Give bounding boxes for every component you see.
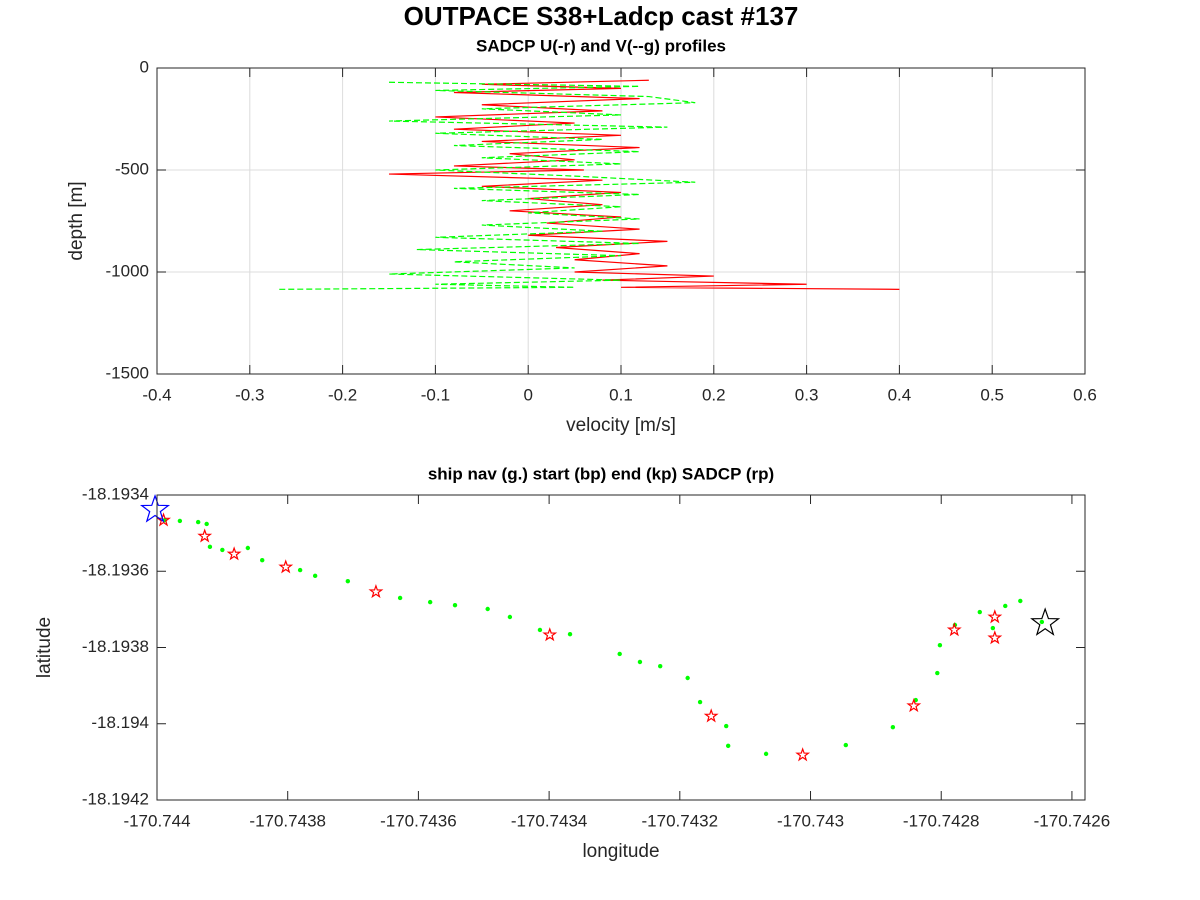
nav-point: [507, 614, 513, 620]
figure-title: OUTPACE S38+Ladcp cast #137: [404, 1, 799, 31]
nav-point: [685, 675, 690, 681]
y-tick-label: -500: [115, 159, 149, 178]
y-tick-label: -18.1934: [82, 484, 149, 503]
x-tick-label: -170.7426: [1034, 811, 1111, 830]
nav-point: [658, 663, 663, 669]
nav-point: [937, 643, 943, 648]
nav-point: [977, 609, 982, 615]
nav-point: [207, 544, 213, 550]
nav-point: [312, 573, 318, 579]
sadcp-point: [226, 546, 242, 561]
nav-point: [245, 545, 251, 551]
x-tick-label: -170.7428: [903, 811, 980, 830]
plot-area: [157, 495, 1085, 800]
nav-point: [935, 670, 940, 676]
plot-data: [277, 79, 900, 290]
x-tick-label: 0.6: [1073, 385, 1097, 404]
nav-point: [567, 631, 573, 637]
x-tick-label: -170.7438: [249, 811, 326, 830]
x-axis-label: longitude: [582, 841, 659, 862]
sadcp-point: [906, 698, 922, 713]
y-tick-label: -18.194: [91, 713, 149, 732]
axes-frame: [156, 494, 1086, 801]
y-tick-label: 0: [140, 57, 149, 76]
nav-point: [763, 751, 769, 757]
y-tick-label: -1500: [106, 363, 149, 382]
nav-point: [724, 723, 729, 729]
sadcp-point: [542, 627, 558, 642]
x-tick-label: -170.743: [777, 811, 844, 830]
nav-point: [1018, 598, 1023, 604]
x-tick-label: 0.4: [888, 385, 912, 404]
nav-point: [397, 595, 403, 601]
x-tick-label: -170.7436: [380, 811, 457, 830]
chart-title: ship nav (g.) start (bp) end (kp) SADCP …: [428, 464, 774, 483]
nav-point: [260, 557, 265, 563]
nav-point: [177, 518, 183, 524]
sadcp-point: [368, 584, 384, 599]
x-tick-label: 0.1: [609, 385, 633, 404]
nav-point: [697, 699, 703, 705]
x-tick-label: -170.7432: [642, 811, 719, 830]
endpoint-star: [1030, 607, 1061, 636]
x-tick-label: -0.4: [142, 385, 171, 404]
sadcp-point: [987, 630, 1003, 645]
nav-point: [990, 625, 996, 631]
nav-point: [204, 521, 209, 527]
nav-point: [617, 651, 622, 657]
nav-point: [195, 519, 201, 525]
y-tick-label: -18.1936: [82, 561, 149, 580]
nav-point: [1039, 619, 1045, 625]
nav-point: [297, 567, 303, 573]
x-tick-label: 0: [523, 385, 532, 404]
x-tick-label: 0.3: [795, 385, 819, 404]
nav-point: [537, 627, 543, 633]
profile-line: [277, 81, 696, 290]
sadcp-point: [987, 609, 1003, 624]
nav-point: [485, 606, 490, 612]
y-axis-label: latitude: [34, 617, 55, 678]
x-axis-label: velocity [m/s]: [566, 415, 676, 436]
nav-point: [725, 743, 731, 749]
x-tick-label: -0.3: [235, 385, 264, 404]
nav-point: [220, 547, 225, 553]
nav-point: [890, 724, 896, 730]
nav-point: [1003, 603, 1008, 609]
x-tick-label: -170.744: [123, 811, 190, 830]
plot-data: [139, 494, 1061, 762]
x-tick-label: 0.5: [980, 385, 1004, 404]
endpoint-star: [139, 494, 171, 523]
nav-point: [843, 742, 849, 748]
sadcp-point: [946, 622, 962, 637]
sadcp-point: [197, 528, 213, 543]
x-tick-label: 0.2: [702, 385, 726, 404]
y-tick-label: -18.1938: [82, 637, 149, 656]
sadcp-point: [278, 559, 294, 574]
nav-point: [452, 602, 458, 608]
nav-point: [345, 578, 351, 584]
sadcp-point: [703, 708, 719, 723]
y-tick-label: -1000: [106, 261, 149, 280]
y-axis-label: depth [m]: [66, 181, 87, 260]
chart-subtitle: SADCP U(-r) and V(--g) profiles: [476, 36, 726, 55]
y-tick-label: -18.1942: [82, 789, 149, 808]
profile-line: [388, 79, 900, 290]
nav-point: [427, 599, 433, 605]
x-tick-label: -0.2: [328, 385, 357, 404]
x-tick-label: -0.1: [421, 385, 450, 404]
axes-frame: [156, 67, 1086, 375]
nav-point: [637, 659, 643, 665]
sadcp-point: [795, 747, 811, 762]
x-tick-label: -170.7434: [511, 811, 588, 830]
